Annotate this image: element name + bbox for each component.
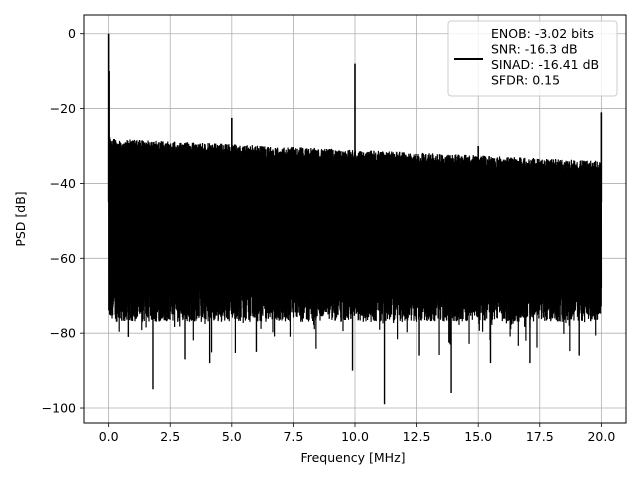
x-tick-label: 15.0 [464,429,492,444]
legend-sinad: SINAD: -16.41 dB [491,57,599,72]
y-axis-label: PSD [dB] [13,191,28,246]
legend-box [447,20,618,97]
x-tick-label: 12.5 [403,429,431,444]
legend: ENOB: -3.02 bits SNR: -16.3 dB SINAD: -1… [447,20,618,97]
x-tick-label: 0.0 [99,429,119,444]
x-tick-label: 20.0 [587,429,615,444]
legend-enob: ENOB: -3.02 bits [491,26,594,41]
legend-sfdr: SFDR: 0.15 [491,73,560,88]
legend-snr: SNR: -16.3 dB [491,42,578,57]
y-tick-label: −40 [50,176,76,191]
y-tick-label: 0 [68,26,76,41]
y-tick-label: −20 [50,101,76,116]
x-axis: 0.0 2.5 5.0 7.5 10.0 12.5 15.0 17.5 20.0 [99,423,615,444]
x-tick-label: 10.0 [341,429,369,444]
x-tick-label: 17.5 [526,429,554,444]
x-tick-label: 2.5 [160,429,180,444]
x-axis-label: Frequency [MHz] [300,450,405,465]
x-tick-label: 5.0 [222,429,242,444]
y-tick-label: −80 [50,326,76,341]
y-tick-label: −100 [42,401,76,416]
y-tick-label: −60 [50,251,76,266]
plot-area [107,33,603,405]
x-tick-label: 7.5 [283,429,303,444]
y-axis: 0 −20 −40 −60 −80 −100 [42,26,84,416]
